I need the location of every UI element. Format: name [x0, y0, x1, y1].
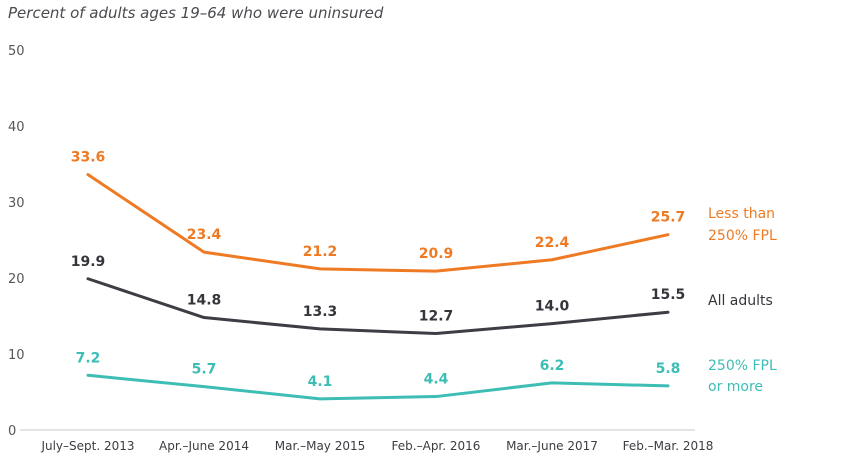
legend: Less than 250% FPL All adults 250% FPL or mo…	[708, 206, 777, 395]
y-tick-label: 30	[8, 196, 25, 211]
series-less-than-250-fpl: 33.6 23.4 21.2 20.9 22.4 25.7	[71, 150, 686, 273]
data-label: 22.4	[535, 235, 570, 251]
data-label: 20.9	[419, 246, 454, 262]
series-line	[86, 277, 670, 335]
data-label: 14.0	[535, 299, 570, 315]
series-250-fpl-or-more: 7.2 5.7 4.1 4.4 6.2 5.8	[76, 350, 681, 401]
x-axis: July–Sept. 2013 Apr.–June 2014 Mar.–May 20…	[40, 439, 713, 453]
legend-label: or more	[708, 379, 763, 395]
y-tick-label: 0	[8, 424, 16, 439]
x-tick-label: Apr.–June 2014	[159, 439, 249, 453]
series-all-adults: 19.9 14.8 13.3 12.7 14.0 15.5	[71, 254, 686, 335]
data-label: 15.5	[651, 287, 686, 303]
data-label: 23.4	[187, 227, 222, 243]
series-line	[86, 173, 670, 273]
data-label: 12.7	[419, 308, 454, 324]
data-label: 25.7	[651, 210, 686, 226]
y-tick-label: 20	[8, 272, 25, 287]
x-tick-label: Mar.–June 2017	[506, 439, 598, 453]
data-label: 7.2	[76, 350, 101, 366]
chart-title: Percent of adults ages 19–64 who were un…	[8, 4, 384, 22]
data-label: 6.2	[540, 358, 565, 374]
x-tick-label: Feb.–Mar. 2018	[623, 439, 714, 453]
legend-label: 250% FPL	[708, 358, 777, 374]
legend-label: Less than	[708, 206, 775, 222]
y-tick-label: 50	[8, 44, 25, 59]
legend-entry: 250% FPL or more	[708, 358, 777, 395]
series-group: 33.6 23.4 21.2 20.9 22.4 25.7 19.9 14.8 13.3 12.7…	[71, 150, 686, 401]
legend-label: 250% FPL	[708, 228, 777, 244]
data-label: 33.6	[71, 150, 106, 166]
x-tick-label: Feb.–Apr. 2016	[392, 439, 481, 453]
data-label: 5.8	[656, 361, 681, 377]
legend-entry: Less than 250% FPL	[708, 206, 777, 244]
legend-entry: All adults	[708, 293, 773, 309]
series-line	[86, 373, 670, 401]
y-axis: 0 10 20 30 40 50	[8, 44, 25, 439]
x-tick-label: July–Sept. 2013	[40, 439, 134, 453]
data-label: 19.9	[71, 254, 106, 270]
data-label: 21.2	[303, 244, 338, 260]
y-tick-label: 10	[8, 348, 25, 363]
x-tick-label: Mar.–May 2015	[275, 439, 366, 453]
data-label: 5.7	[192, 362, 217, 378]
legend-label: All adults	[708, 293, 773, 309]
data-label: 4.4	[424, 372, 449, 388]
data-label: 14.8	[187, 293, 222, 309]
data-label: 4.1	[308, 374, 333, 390]
y-tick-label: 40	[8, 120, 25, 135]
data-label: 13.3	[303, 304, 338, 320]
